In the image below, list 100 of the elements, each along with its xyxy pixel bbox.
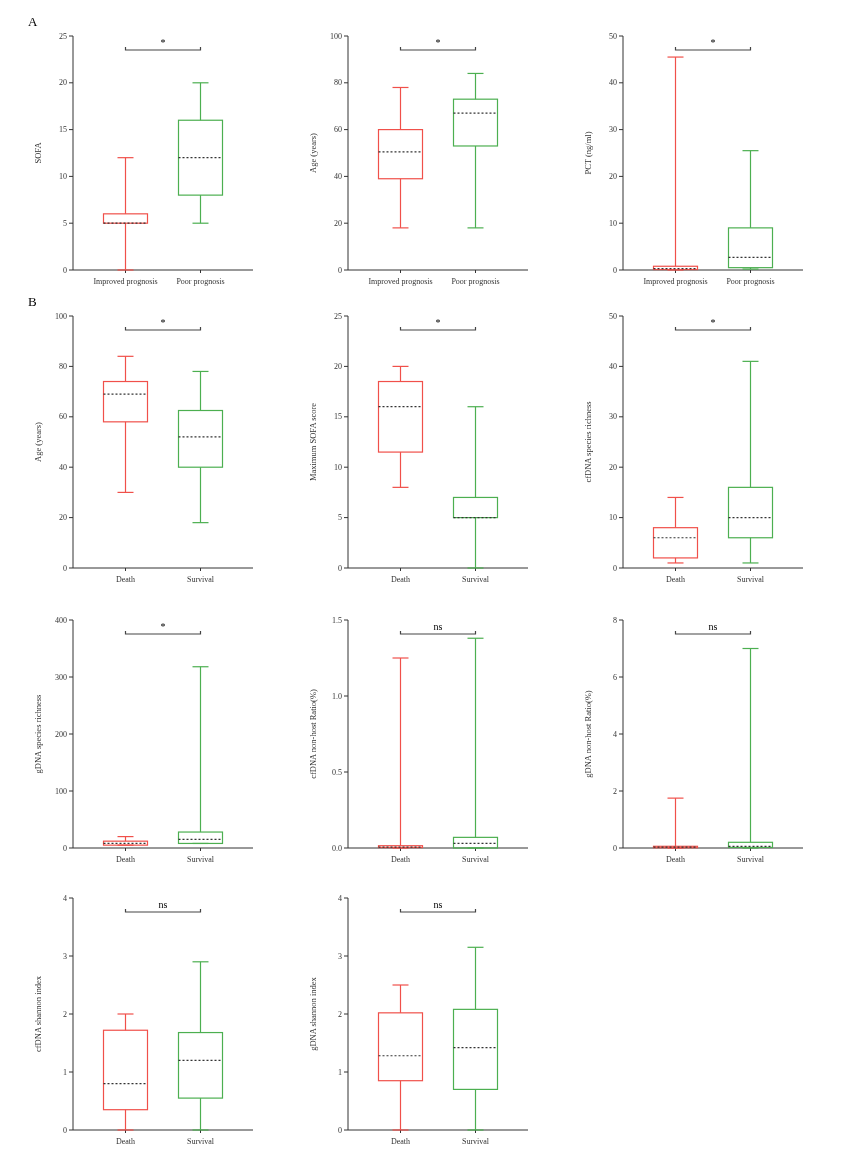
y-tick-label: 80 <box>334 78 342 88</box>
y-axis-title: PCT (ng/ml) <box>583 131 593 175</box>
y-tick-label: 3 <box>338 951 342 961</box>
y-tick-label: 10 <box>59 171 67 181</box>
y-tick-label: 8 <box>613 615 617 625</box>
x-tick-label: Poor prognosis <box>451 277 500 286</box>
y-tick-label: 30 <box>609 412 617 422</box>
y-tick-label: 20 <box>609 462 617 472</box>
y-tick-label: 40 <box>334 171 342 181</box>
y-tick-label: 20 <box>59 513 67 523</box>
x-tick-label: Survival <box>461 575 490 584</box>
annotation: * <box>710 37 716 48</box>
y-tick-label: 1 <box>338 1067 342 1077</box>
annotation: ns <box>708 621 718 632</box>
x-tick-label: Survival <box>186 1137 215 1146</box>
y-tick-label: 1.0 <box>332 691 342 701</box>
x-tick-label: Death <box>390 855 411 864</box>
x-tick-label: Improved prognosis <box>93 277 158 286</box>
y-tick-label: 0 <box>338 1125 342 1135</box>
y-tick-label: 100 <box>55 786 67 796</box>
y-tick-label: 0 <box>613 265 617 275</box>
y-tick-label: 20 <box>334 361 342 371</box>
y-tick-label: 0 <box>338 265 342 275</box>
x-tick-label: Poor prognosis <box>176 277 225 286</box>
y-tick-label: 5 <box>338 513 342 523</box>
y-tick-label: 0.5 <box>332 767 342 777</box>
annotation: ns <box>433 621 443 632</box>
x-tick-label: Survival <box>186 855 215 864</box>
y-tick-label: 1 <box>63 1067 67 1077</box>
x-tick-label: Death <box>115 855 136 864</box>
annotation: * <box>160 621 166 632</box>
y-tick-label: 20 <box>334 218 342 228</box>
annotation: * <box>435 317 441 328</box>
y-axis-title: gDNA non-host Ratio(%) <box>583 690 593 778</box>
y-tick-label: 0 <box>613 843 617 853</box>
x-tick-label: Survival <box>736 575 765 584</box>
y-tick-label: 0 <box>613 563 617 573</box>
y-tick-label: 0 <box>63 265 67 275</box>
y-tick-label: 15 <box>59 125 67 135</box>
y-tick-label: 15 <box>334 412 342 422</box>
x-tick-label: Improved prognosis <box>368 277 433 286</box>
y-axis-title: gDNA species richness <box>33 694 43 774</box>
y-tick-label: 50 <box>609 311 617 321</box>
x-tick-label: Death <box>665 855 686 864</box>
annotation: ns <box>158 899 168 910</box>
annotation: * <box>160 317 166 328</box>
y-tick-label: 300 <box>55 672 67 682</box>
y-axis-title: cfDNA non-host Ratio(%) <box>308 688 318 779</box>
y-tick-label: 10 <box>609 513 617 523</box>
y-tick-label: 60 <box>334 125 342 135</box>
x-tick-label: Improved prognosis <box>643 277 708 286</box>
y-tick-label: 400 <box>55 615 67 625</box>
y-tick-label: 5 <box>63 218 67 228</box>
annotation: * <box>160 37 166 48</box>
y-tick-label: 200 <box>55 729 67 739</box>
chart-title: B <box>28 294 37 309</box>
y-tick-label: 60 <box>59 412 67 422</box>
y-tick-label: 2 <box>338 1009 342 1019</box>
y-tick-label: 4 <box>63 893 67 903</box>
y-axis-title: Age (years) <box>33 421 43 462</box>
y-tick-label: 25 <box>334 311 342 321</box>
y-axis-title: gDNA shannon index <box>308 976 318 1051</box>
y-tick-label: 25 <box>59 31 67 41</box>
y-tick-label: 40 <box>609 361 617 371</box>
y-tick-label: 100 <box>55 311 67 321</box>
y-tick-label: 10 <box>334 462 342 472</box>
y-axis-title: Age (years) <box>308 132 318 173</box>
y-tick-label: 0 <box>63 843 67 853</box>
y-tick-label: 2 <box>613 786 617 796</box>
x-tick-label: Death <box>390 575 411 584</box>
y-tick-label: 0.0 <box>332 843 342 853</box>
y-tick-label: 1.5 <box>332 615 342 625</box>
x-tick-label: Poor prognosis <box>726 277 775 286</box>
y-tick-label: 20 <box>609 171 617 181</box>
y-tick-label: 2 <box>63 1009 67 1019</box>
y-tick-label: 4 <box>338 893 342 903</box>
annotation: ns <box>433 899 443 910</box>
chart-title: A <box>28 14 38 29</box>
y-tick-label: 40 <box>609 78 617 88</box>
y-tick-label: 4 <box>613 729 617 739</box>
annotation: * <box>710 317 716 328</box>
x-tick-label: Death <box>390 1137 411 1146</box>
y-tick-label: 6 <box>613 672 617 682</box>
x-tick-label: Death <box>665 575 686 584</box>
y-tick-label: 100 <box>330 31 342 41</box>
y-tick-label: 40 <box>59 462 67 472</box>
annotation: * <box>435 37 441 48</box>
x-tick-label: Survival <box>461 855 490 864</box>
y-tick-label: 20 <box>59 78 67 88</box>
y-tick-label: 50 <box>609 31 617 41</box>
y-tick-label: 30 <box>609 125 617 135</box>
y-axis-title: cfDNA shannon index <box>33 975 43 1053</box>
x-tick-label: Survival <box>461 1137 490 1146</box>
y-axis-title: Maximum SOFA score <box>308 402 318 482</box>
y-tick-label: 80 <box>59 361 67 371</box>
x-tick-label: Death <box>115 575 136 584</box>
x-tick-label: Survival <box>186 575 215 584</box>
x-tick-label: Death <box>115 1137 136 1146</box>
y-axis-title: SOFA <box>33 141 43 164</box>
y-tick-label: 0 <box>338 563 342 573</box>
